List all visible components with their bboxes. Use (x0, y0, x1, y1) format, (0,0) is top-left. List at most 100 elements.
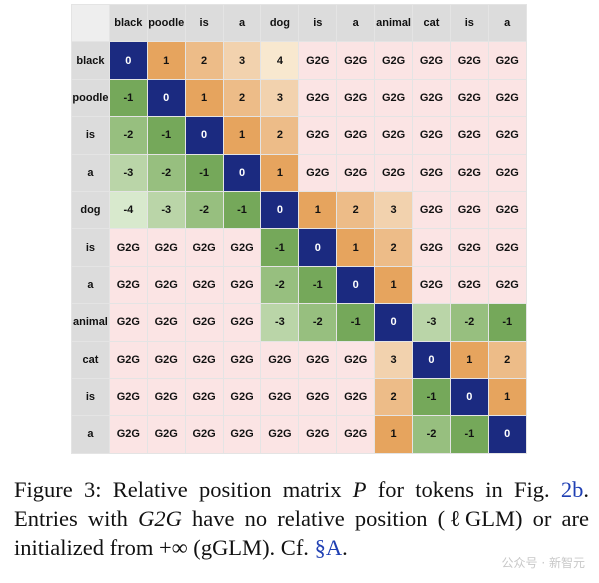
matrix-row: black 0 1 2 3 4 G2G G2G G2G G2G G2G G2G (71, 41, 527, 80)
caption-label: Figure 3: (14, 477, 102, 502)
matrix-cell: G2G (222, 415, 262, 454)
matrix-cell: -1 (449, 415, 489, 454)
column-header: black (108, 3, 148, 43)
matrix-cell: 1 (374, 415, 414, 454)
matrix-cell: -1 (298, 265, 338, 305)
row-header: black (71, 41, 110, 80)
matrix-cell: G2G (260, 377, 300, 417)
matrix-cell: 1 (222, 116, 262, 155)
matrix-row: poodle -1 0 1 2 3 G2G G2G G2G G2G G2G G2G (71, 78, 527, 118)
matrix-cell: 2 (184, 41, 224, 80)
matrix-cell: G2G (222, 228, 262, 267)
matrix-cell: G2G (108, 377, 148, 417)
matrix-cell: 0 (260, 190, 300, 230)
matrix-cell: 1 (336, 228, 376, 267)
matrix-cell: G2G (336, 116, 376, 155)
matrix-cell: 3 (260, 78, 300, 118)
matrix-row: is G2G G2G G2G G2G -1 0 1 2 G2G G2G G2G (71, 228, 527, 267)
matrix-row: is G2G G2G G2G G2G G2G G2G G2G 2 -1 0 1 (71, 377, 527, 417)
matrix-cell: 2 (260, 116, 300, 155)
matrix-cell: G2G (108, 228, 148, 267)
watermark: 公众号 · 新智元 (501, 556, 585, 570)
matrix-cell: G2G (146, 377, 186, 417)
row-header: poodle (71, 78, 110, 118)
matrix-cell: 2 (374, 377, 414, 417)
matrix-cell: 3 (222, 41, 262, 80)
matrix-cell: G2G (260, 340, 300, 379)
matrix-cell: G2G (449, 78, 489, 118)
matrix-cell: G2G (146, 265, 186, 305)
matrix-cell: G2G (336, 415, 376, 454)
matrix-cell: 0 (108, 41, 148, 80)
section-ref-link[interactable]: §A (314, 535, 343, 560)
column-header: dog (260, 3, 300, 43)
matrix-cell: G2G (146, 340, 186, 379)
matrix-cell: -2 (184, 190, 224, 230)
matrix-cell: -1 (487, 303, 527, 342)
figure-ref-link[interactable]: 2b (560, 477, 584, 502)
matrix-cell: 3 (374, 340, 414, 379)
matrix-cell: -1 (146, 116, 186, 155)
matrix-cell: 1 (374, 265, 414, 305)
matrix-cell: G2G (412, 116, 451, 155)
g2g-term: G2G (138, 506, 182, 531)
matrix-cell: G2G (298, 78, 338, 118)
row-header: cat (71, 340, 110, 379)
matrix-cell: G2G (336, 377, 376, 417)
matrix-cell: 3 (374, 190, 414, 230)
matrix-cell: 1 (449, 340, 489, 379)
matrix-cell: -3 (260, 303, 300, 342)
matrix-cell: G2G (298, 377, 338, 417)
row-header: is (71, 116, 110, 155)
matrix-cell: 2 (487, 340, 527, 379)
matrix-cell: G2G (222, 303, 262, 342)
matrix-cell: G2G (298, 41, 338, 80)
matrix-cell: G2G (184, 415, 224, 454)
matrix-cell: G2G (487, 228, 527, 267)
matrix-cell: G2G (449, 153, 489, 192)
matrix-cell: 0 (412, 340, 451, 379)
matrix-cell: G2G (487, 116, 527, 155)
matrix-cell: 0 (222, 153, 262, 192)
matrix-cell: G2G (108, 415, 148, 454)
matrix-cell: 2 (222, 78, 262, 118)
matrix-cell: 2 (336, 190, 376, 230)
gglm-term: gGLM (200, 535, 263, 560)
matrix-cell: G2G (487, 265, 527, 305)
matrix-cell: -2 (146, 153, 186, 192)
matrix-cell: G2G (184, 340, 224, 379)
matrix-cell: G2G (487, 41, 527, 80)
matrix-cell: G2G (298, 415, 338, 454)
matrix-cell: 1 (146, 41, 186, 80)
matrix-cell: G2G (487, 78, 527, 118)
matrix-cell: -3 (146, 190, 186, 230)
matrix-cell: G2G (412, 265, 451, 305)
matrix-cell: G2G (108, 303, 148, 342)
matrix-cell: G2G (449, 265, 489, 305)
matrix-cell: G2G (487, 190, 527, 230)
matrix-cell: G2G (146, 415, 186, 454)
matrix-cell: G2G (184, 377, 224, 417)
matrix-cell: G2G (412, 153, 451, 192)
matrix-cell: G2G (298, 116, 338, 155)
matrix-cell: 0 (298, 228, 338, 267)
matrix-cell: 1 (298, 190, 338, 230)
matrix-cell: G2G (336, 340, 376, 379)
matrix-cell: G2G (184, 303, 224, 342)
matrix-cell: -1 (184, 153, 224, 192)
matrix-cell: G2G (412, 41, 451, 80)
matrix-row: is -2 -1 0 1 2 G2G G2G G2G G2G G2G G2G (71, 116, 527, 155)
matrix-cell: G2G (374, 41, 414, 80)
column-header: is (298, 3, 338, 43)
matrix-cell: 0 (336, 265, 376, 305)
matrix-cell: G2G (374, 78, 414, 118)
matrix-row: a G2G G2G G2G G2G G2G G2G G2G 1 -2 -1 0 (71, 415, 527, 454)
column-header: cat (412, 3, 451, 43)
matrix-corner (71, 3, 110, 43)
column-header: a (222, 3, 262, 43)
figure-caption: Figure 3: Relative position matrix P for… (14, 477, 590, 560)
matrix-row: a -3 -2 -1 0 1 G2G G2G G2G G2G G2G G2G (71, 153, 527, 192)
row-header: is (71, 228, 110, 267)
matrix-row: dog -4 -3 -2 -1 0 1 2 3 G2G G2G G2G (71, 190, 527, 230)
column-header: a (336, 3, 376, 43)
